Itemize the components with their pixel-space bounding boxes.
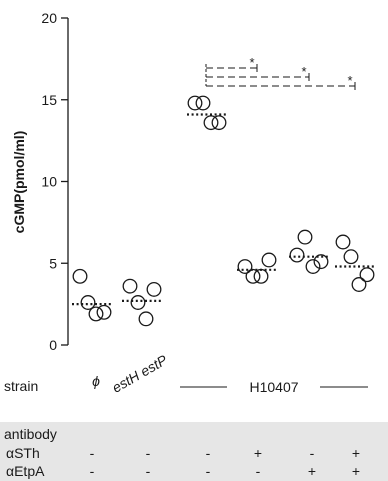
data-point	[88, 306, 104, 322]
condition-cell: -	[310, 445, 315, 461]
sig-star: *	[301, 64, 306, 79]
condition-cell: -	[90, 463, 95, 479]
sig-star: *	[249, 55, 254, 70]
y-tick-label: 20	[41, 10, 57, 26]
condition-cell: -	[206, 445, 211, 461]
data-point	[313, 254, 329, 270]
antibody-table: antibody αSTh αEtpA - - - + - + - - - - + +	[4, 426, 360, 479]
plot-area: 0 5 10 15 20 cGMP(pmol/ml) * * *	[11, 10, 375, 353]
y-tick-label: 0	[49, 337, 57, 353]
data-point	[343, 249, 359, 265]
group-means	[72, 113, 375, 306]
data-point	[211, 115, 227, 131]
data-point	[195, 95, 211, 111]
data-point	[122, 278, 138, 294]
y-tick-label: 5	[49, 255, 57, 271]
strain-row: strain ϕ estH estP H10407	[4, 351, 368, 396]
data-point	[245, 268, 261, 284]
condition-cell: -	[256, 463, 261, 479]
data-point	[72, 268, 88, 284]
data-point	[96, 304, 112, 320]
strain-label-phi: ϕ	[92, 373, 100, 389]
data-point	[305, 259, 321, 274]
condition-cell: +	[308, 463, 316, 479]
data-point	[253, 268, 269, 284]
y-axis-ticks: 0 5 10 15 20	[41, 10, 68, 353]
y-axis-title: cGMP(pmol/ml)	[11, 131, 27, 234]
data-point	[289, 247, 305, 263]
data-point	[203, 115, 219, 131]
sig-star: *	[347, 73, 352, 88]
data-point	[187, 95, 203, 111]
antibody-panel-background	[0, 422, 388, 481]
condition-cell: -	[90, 445, 95, 461]
data-point	[335, 234, 351, 250]
h10407-bracket-label: H10407	[249, 379, 298, 395]
data-point	[359, 267, 375, 283]
condition-label-etpa: αEtpA	[6, 463, 45, 479]
data-point	[261, 252, 277, 268]
significance-brackets: * * *	[205, 55, 356, 90]
data-point	[130, 295, 146, 310]
data-point	[297, 229, 313, 245]
condition-cell: -	[206, 463, 211, 479]
condition-cell: -	[146, 445, 151, 461]
strain-row-title: strain	[4, 378, 38, 394]
condition-cell: +	[352, 463, 360, 479]
y-tick-label: 15	[41, 92, 57, 108]
strain-label-mutant: estH estP	[109, 351, 170, 396]
condition-cell: -	[146, 463, 151, 479]
data-point	[237, 259, 253, 274]
data-points	[72, 95, 375, 327]
y-tick-label: 10	[41, 174, 57, 190]
condition-cell: +	[352, 445, 360, 461]
condition-values: - - - + - + - - - - + +	[90, 445, 360, 479]
antibody-title: antibody	[4, 426, 57, 442]
condition-cell: +	[254, 445, 262, 461]
data-point	[351, 277, 367, 292]
data-point	[80, 295, 96, 310]
data-point	[146, 281, 162, 297]
condition-label-sth: αSTh	[6, 445, 40, 461]
data-point	[138, 311, 154, 327]
